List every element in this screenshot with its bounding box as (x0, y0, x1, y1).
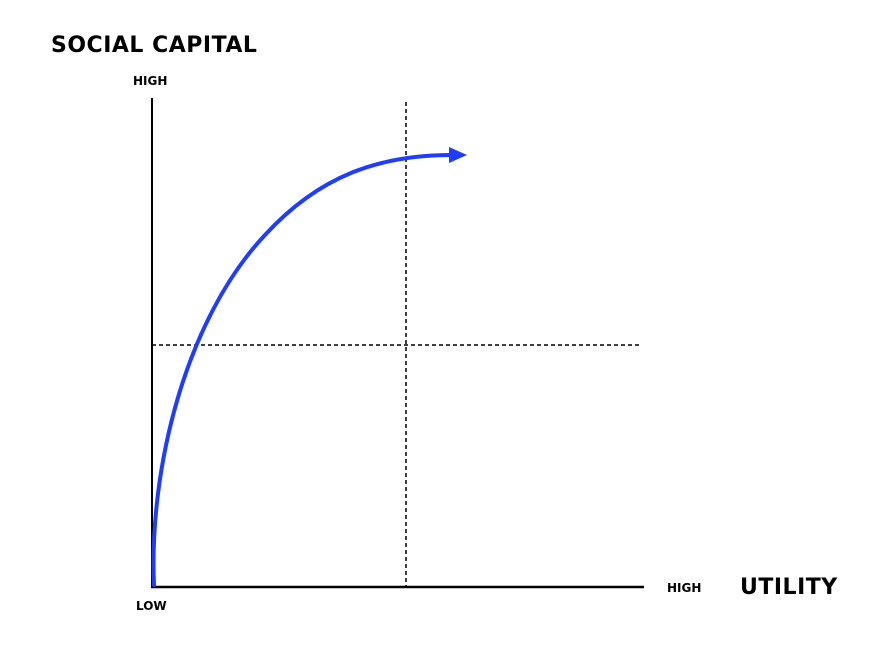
origin-low-label: LOW (136, 599, 167, 613)
curve-arrowhead-icon (449, 147, 467, 163)
y-axis-high-label: HIGH (133, 74, 168, 88)
y-axis-title: SOCIAL CAPITAL (51, 33, 258, 58)
growth-curve (151, 153, 454, 587)
x-axis-title: UTILITY (740, 575, 838, 600)
x-axis-high-label: HIGH (667, 581, 702, 595)
